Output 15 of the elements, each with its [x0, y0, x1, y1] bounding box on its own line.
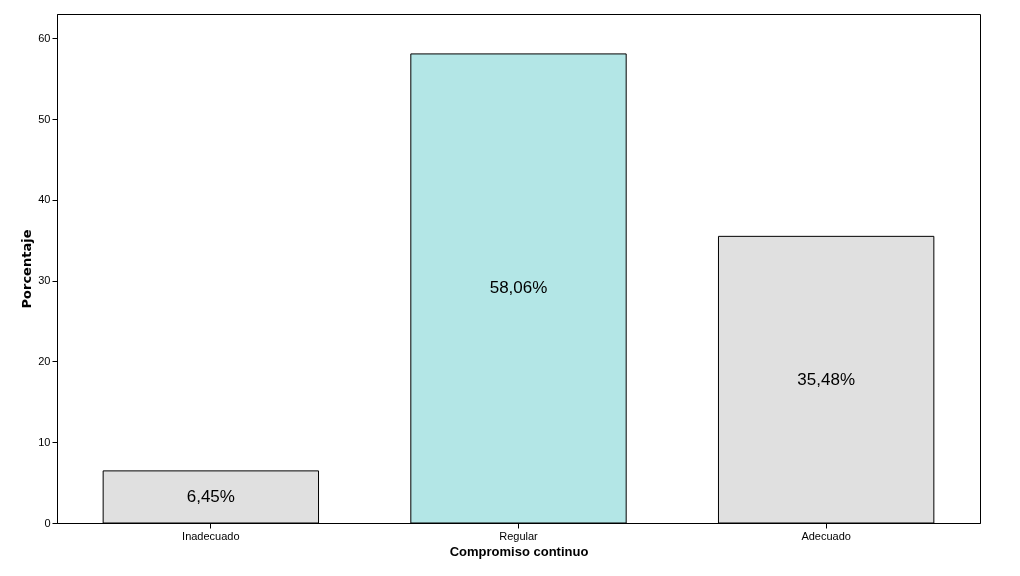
data-label: 35,48%: [797, 369, 855, 389]
x-tick-label: Regular: [499, 529, 539, 542]
y-tick-label: 10: [38, 435, 51, 448]
x-axis-title: Compromiso continuo: [449, 543, 589, 559]
x-tick-label: Inadecuado: [182, 529, 240, 542]
y-tick-label: 40: [38, 193, 51, 206]
y-tick-label: 20: [38, 354, 51, 367]
x-tick-label: Adecuado: [801, 529, 851, 542]
y-tick-label: 30: [38, 274, 51, 287]
data-label: 6,45%: [186, 486, 235, 506]
y-tick-label: 50: [38, 112, 51, 125]
data-label: 58,06%: [489, 278, 548, 298]
y-tick-label: 60: [38, 31, 51, 44]
y-tick-label: 0: [44, 516, 51, 529]
y-axis-title: Porcentaje: [19, 229, 35, 309]
